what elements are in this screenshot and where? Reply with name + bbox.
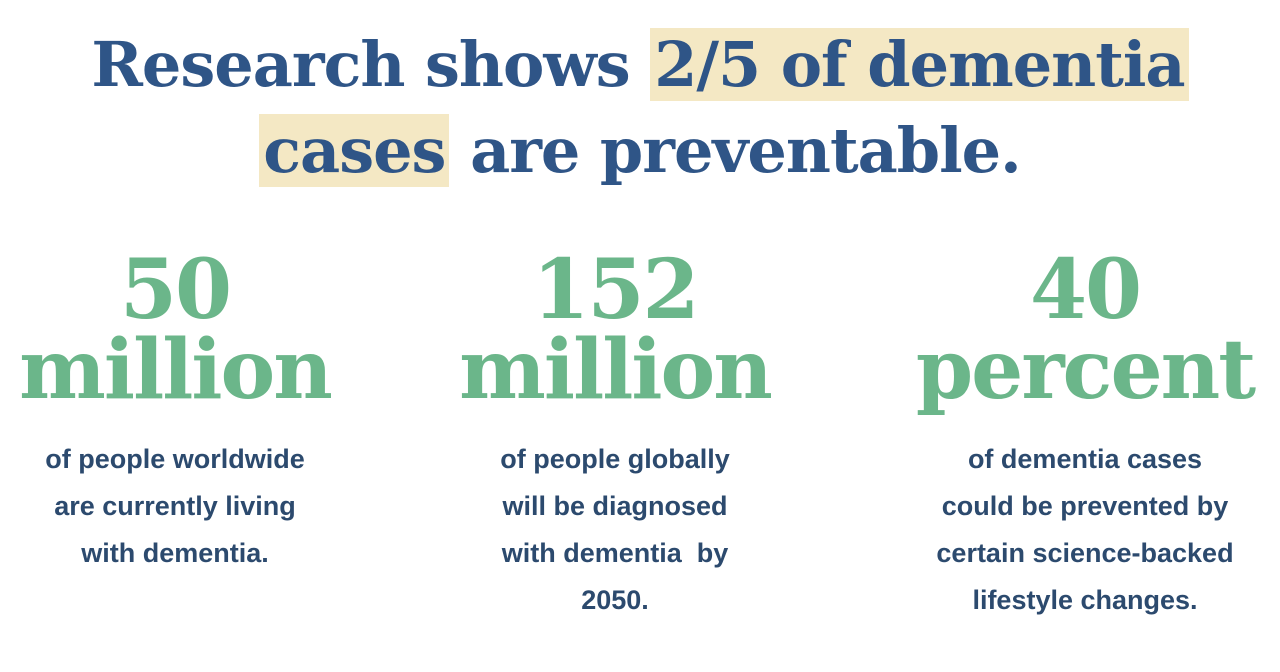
stat-unit: million	[19, 322, 333, 418]
stat-unit: percent	[915, 322, 1256, 418]
description-line: of people globally	[500, 444, 730, 474]
description-line: 2050.	[581, 585, 649, 615]
headline-text: Research shows	[91, 28, 630, 101]
stat-description: of people globally will be diagnosed with …	[405, 436, 825, 624]
description-line: of dementia cases	[967, 444, 1203, 474]
description-line: are currently living	[54, 491, 296, 521]
description-line: could be prevented by	[941, 491, 1229, 521]
stat-description: of dementia cases could be prevented by ce…	[875, 436, 1280, 624]
stat-block: 40 percent of dementia cases could be preve…	[875, 242, 1280, 624]
stat-block: 152 million of people globally will be diag…	[405, 242, 825, 624]
description-line: certain science-backed	[936, 538, 1234, 568]
headline-line: Research shows 2/5 of dementia	[0, 22, 1280, 108]
stat-block: 50 million of people worldwide are currentl…	[0, 242, 385, 577]
description-line: with dementia by	[501, 538, 729, 568]
headline-highlight: cases	[259, 114, 450, 187]
description-line: of people worldwide	[45, 444, 305, 474]
stat-description: of people worldwide are currently living w…	[0, 436, 385, 577]
description-line: with dementia.	[81, 538, 269, 568]
description-line: will be diagnosed	[502, 491, 728, 521]
stat-number: 152	[532, 242, 699, 338]
headline: Research shows 2/5 of dementia cases are…	[0, 22, 1280, 194]
stat-unit: million	[459, 322, 773, 418]
stat-number: 50	[119, 242, 232, 338]
description-line: lifestyle changes.	[972, 585, 1198, 615]
stat-number: 40	[1029, 242, 1142, 338]
headline-highlight: 2/5 of dementia	[650, 28, 1189, 101]
headline-text: are preventable.	[470, 114, 1022, 187]
headline-line: cases are preventable.	[0, 108, 1280, 194]
